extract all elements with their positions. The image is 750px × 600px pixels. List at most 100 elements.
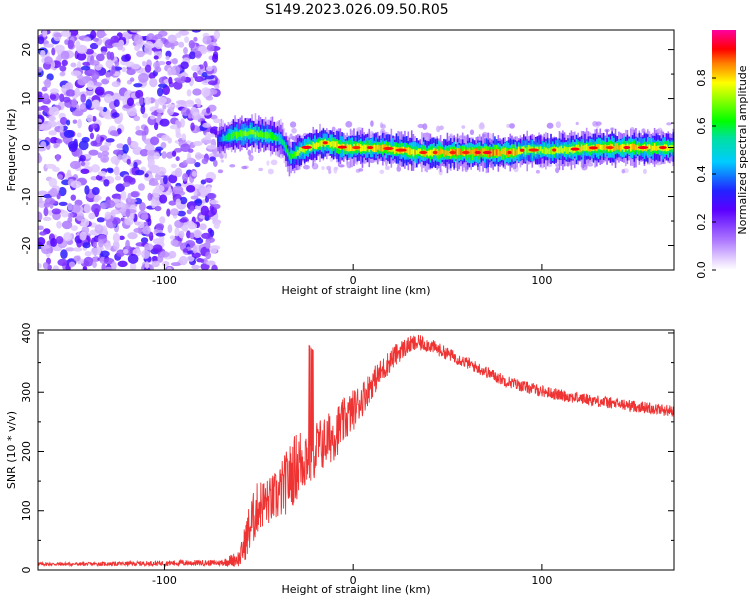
heatmap-cell bbox=[204, 75, 215, 80]
heatmap-cell bbox=[213, 204, 221, 209]
heatmap-cell bbox=[178, 41, 185, 48]
heatmap-cell bbox=[47, 120, 58, 128]
heatmap-cell bbox=[144, 96, 152, 105]
heatmap-cell bbox=[130, 191, 140, 198]
heatmap-cell bbox=[95, 32, 107, 37]
heatmap-cell bbox=[135, 130, 145, 136]
heatmap-cell bbox=[315, 142, 318, 150]
snr-x-ticks: -100 0 100 bbox=[152, 564, 552, 587]
heatmap-cell bbox=[84, 185, 90, 195]
heatmap-cell bbox=[80, 218, 90, 228]
heatmap-cell bbox=[270, 159, 278, 166]
heatmap-cell bbox=[65, 89, 76, 97]
heatmap-cell bbox=[237, 132, 240, 137]
heatmap-cell bbox=[322, 141, 328, 145]
heatmap-cell bbox=[205, 260, 216, 266]
heatmap-cell bbox=[117, 154, 123, 161]
heatmap-cell bbox=[104, 141, 112, 147]
heatmap-cell bbox=[57, 173, 64, 180]
heatmap-cell bbox=[367, 145, 374, 150]
heatmap-cell bbox=[43, 106, 50, 113]
heatmap-cell bbox=[170, 239, 179, 247]
heatmap-cell bbox=[73, 255, 81, 262]
heatmap-cell bbox=[509, 123, 515, 129]
heatmap-cell bbox=[427, 150, 430, 157]
heatmap-cell bbox=[44, 43, 55, 48]
heatmap-cell bbox=[337, 143, 340, 149]
heatmap-cell bbox=[201, 232, 212, 239]
snr-plot-area bbox=[38, 330, 674, 570]
heatmap-cell bbox=[359, 144, 362, 152]
heatmap-cell bbox=[209, 199, 219, 205]
heatmap-cell bbox=[327, 140, 330, 146]
colorbar-tick-label: 0.4 bbox=[695, 165, 708, 183]
heatmap-cell bbox=[167, 106, 175, 116]
heatmap-cell bbox=[167, 137, 172, 144]
heatmap-cell bbox=[642, 168, 647, 175]
heatmap-cell bbox=[111, 261, 117, 270]
heatmap-cell bbox=[242, 131, 245, 136]
heatmap-cell bbox=[40, 49, 46, 58]
heatmap-cell bbox=[623, 145, 631, 150]
heatmap-cell bbox=[113, 99, 120, 107]
heatmap-cell bbox=[344, 146, 347, 151]
heatmap-cell bbox=[585, 143, 588, 151]
heatmap-cell bbox=[134, 44, 141, 52]
heatmap-cell bbox=[472, 149, 474, 154]
heatmap-cell bbox=[92, 115, 97, 122]
heatmap-cell bbox=[38, 225, 44, 231]
heatmap-cell bbox=[157, 96, 167, 104]
heatmap-cell bbox=[514, 144, 517, 158]
colorbar-tick-label: 0.0 bbox=[695, 261, 708, 279]
heatmap-cell bbox=[189, 205, 195, 212]
heatmap-cell bbox=[185, 101, 195, 108]
heatmap-cell bbox=[170, 262, 182, 267]
heatmap-cell bbox=[170, 42, 175, 50]
heatmap-cell bbox=[492, 148, 495, 157]
heatmap-cell bbox=[38, 106, 44, 111]
heatmap-cell bbox=[191, 64, 201, 72]
heatmap-cell bbox=[70, 194, 76, 201]
heatmap-cell bbox=[568, 147, 571, 152]
heatmap-cell bbox=[130, 141, 139, 149]
heatmap-cell bbox=[295, 151, 298, 157]
heatmap-cell bbox=[75, 211, 85, 222]
heatmap-cell bbox=[320, 140, 323, 148]
heatmap-cell bbox=[523, 146, 525, 152]
heatmap-cell bbox=[154, 205, 162, 212]
heatmap-cell bbox=[159, 118, 170, 127]
heatmap-cell bbox=[417, 123, 425, 129]
heatmap-cell bbox=[74, 87, 80, 98]
heatmap-cell bbox=[157, 113, 162, 119]
heatmap-cell bbox=[361, 145, 364, 152]
heatmap-cell bbox=[166, 151, 174, 159]
y-tick-label: -20 bbox=[20, 237, 33, 255]
heatmap-cell bbox=[111, 65, 116, 75]
heatmap-cell bbox=[526, 147, 529, 153]
heatmap-cell bbox=[239, 129, 241, 137]
heatmap-cell bbox=[200, 258, 205, 263]
heatmap-cell bbox=[317, 142, 320, 148]
heatmap-cell bbox=[248, 154, 254, 162]
heatmap-cell bbox=[217, 135, 219, 143]
heatmap-cell bbox=[112, 232, 121, 243]
heatmap-cell bbox=[380, 123, 386, 129]
heatmap-cell bbox=[302, 147, 304, 153]
y-tick-label: 300 bbox=[20, 382, 33, 403]
heatmap-cell bbox=[174, 227, 180, 237]
heatmap-cell bbox=[40, 140, 47, 150]
heatmap-cell bbox=[570, 147, 580, 151]
heatmap-cell bbox=[93, 197, 99, 203]
heatmap-cell bbox=[147, 192, 153, 201]
heatmap-cell bbox=[206, 144, 217, 150]
x-tick-label: 0 bbox=[350, 274, 357, 287]
y-tick-label: 10 bbox=[20, 92, 33, 106]
heatmap-cell bbox=[168, 174, 178, 184]
heatmap-cell bbox=[650, 145, 653, 152]
heatmap-cell bbox=[631, 143, 634, 150]
heatmap-cell bbox=[207, 227, 213, 234]
heatmap-cell bbox=[148, 72, 156, 79]
heatmap-cell bbox=[52, 265, 60, 270]
heatmap-cell bbox=[563, 146, 566, 152]
heatmap-cell bbox=[118, 112, 124, 122]
